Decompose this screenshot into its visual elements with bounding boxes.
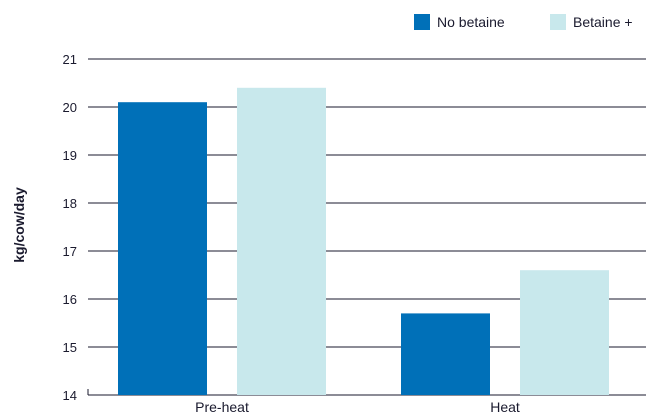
legend-label: Betaine + [573, 14, 633, 30]
y-tick-label: 17 [63, 244, 77, 259]
y-tick-label: 14 [63, 388, 77, 403]
x-category-label: Pre-heat [195, 399, 249, 415]
bar-betaine-heat [520, 270, 609, 395]
bar-no-betaine-heat [401, 313, 490, 395]
y-tick-label: 19 [63, 148, 77, 163]
x-axis-categories: Pre-heat Heat [195, 399, 520, 415]
y-tick-label: 18 [63, 196, 77, 211]
legend-label: No betaine [437, 14, 505, 30]
y-axis-label: kg/cow/day [11, 187, 27, 263]
legend: No betaine Betaine + [414, 14, 633, 30]
legend-swatch [414, 14, 430, 30]
bars [118, 87, 609, 396]
x-category-label: Heat [490, 399, 520, 415]
legend-swatch [550, 14, 566, 30]
bar-betaine-pre-heat [237, 87, 326, 396]
bar-no-betaine-pre-heat [118, 102, 207, 395]
y-axis-ticks: 14 15 16 17 18 19 20 21 [63, 52, 77, 403]
y-tick-label: 20 [63, 100, 77, 115]
y-tick-label: 16 [63, 292, 77, 307]
y-tick-label: 15 [63, 340, 77, 355]
y-tick-label: 21 [63, 52, 77, 67]
